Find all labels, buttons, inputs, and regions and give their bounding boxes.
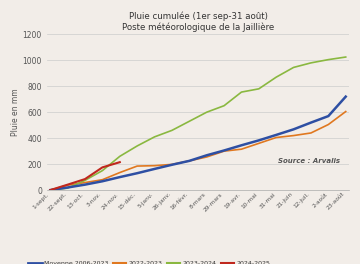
Y-axis label: Pluie en mm: Pluie en mm — [11, 88, 20, 136]
Text: Source : Arvalis: Source : Arvalis — [278, 158, 340, 164]
Legend: Moyenne 2006-2023, 2022-2023, 2023-2024, 2024-2025: Moyenne 2006-2023, 2022-2023, 2023-2024,… — [26, 259, 273, 264]
Title: Pluie cumulée (1er sep-31 août)
Poste météorologique de la Jaillière: Pluie cumulée (1er sep-31 août) Poste mé… — [122, 12, 274, 32]
